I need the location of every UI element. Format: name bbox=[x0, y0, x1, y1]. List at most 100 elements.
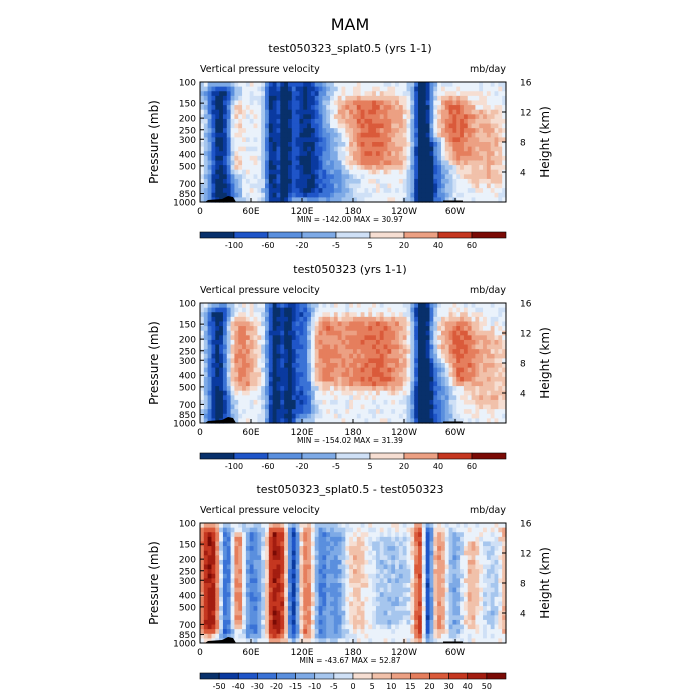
field-cell bbox=[238, 629, 243, 635]
field-cell bbox=[299, 523, 304, 529]
field-cell bbox=[207, 587, 213, 593]
field-cell bbox=[349, 353, 354, 359]
field-cell bbox=[284, 132, 289, 138]
field-cell bbox=[406, 132, 411, 138]
field-cell bbox=[307, 123, 312, 129]
field-cell bbox=[433, 367, 438, 373]
field-cell bbox=[211, 633, 216, 639]
field-cell bbox=[261, 564, 266, 570]
field-cell bbox=[383, 404, 389, 410]
field-cell bbox=[230, 615, 236, 621]
field-cell bbox=[372, 363, 377, 369]
field-cell bbox=[234, 395, 239, 401]
field-cell bbox=[395, 303, 400, 309]
field-cell bbox=[406, 95, 411, 102]
field-cell bbox=[418, 349, 423, 355]
field-cell bbox=[291, 344, 297, 350]
field-cell bbox=[207, 321, 213, 327]
field-cell bbox=[291, 82, 297, 88]
field-cell bbox=[207, 546, 213, 552]
field-cell bbox=[395, 335, 400, 341]
field-cell bbox=[268, 316, 274, 323]
field-cell bbox=[356, 303, 362, 309]
field-cell bbox=[425, 404, 431, 410]
field-cell bbox=[471, 326, 476, 332]
field-cell bbox=[490, 114, 496, 120]
field-cell bbox=[349, 95, 354, 102]
field-cell bbox=[226, 335, 232, 341]
field-cell bbox=[418, 344, 423, 350]
field-cell bbox=[421, 100, 427, 106]
field-cell bbox=[249, 95, 255, 102]
field-cell bbox=[333, 169, 339, 175]
field-cell bbox=[211, 160, 216, 166]
field-cell bbox=[471, 367, 476, 373]
field-cell bbox=[433, 321, 438, 327]
field-cell bbox=[372, 146, 377, 152]
field-cell bbox=[249, 349, 255, 355]
field-cell bbox=[219, 555, 224, 561]
field-cell bbox=[226, 174, 232, 180]
field-cell bbox=[276, 174, 281, 180]
field-cell bbox=[437, 91, 442, 97]
field-cell bbox=[242, 624, 247, 630]
field-cell bbox=[295, 316, 301, 323]
field-cell bbox=[299, 188, 304, 194]
field-cell bbox=[276, 349, 281, 355]
field-cell bbox=[200, 573, 205, 579]
field-cell bbox=[318, 142, 323, 148]
field-cell bbox=[257, 178, 262, 185]
field-cell bbox=[375, 376, 381, 383]
field-cell bbox=[265, 192, 270, 198]
field-cell bbox=[410, 91, 415, 97]
field-cell bbox=[372, 95, 377, 102]
field-cell bbox=[345, 178, 350, 185]
field-cell bbox=[230, 386, 236, 392]
field-cell bbox=[483, 160, 488, 166]
field-cell bbox=[360, 344, 366, 350]
field-cell bbox=[375, 174, 381, 180]
field-cell bbox=[433, 100, 438, 106]
field-cell bbox=[242, 109, 247, 115]
field-cell bbox=[486, 86, 492, 92]
field-cell bbox=[268, 105, 274, 111]
field-cell bbox=[200, 183, 205, 189]
field-cell bbox=[444, 395, 450, 401]
field-cell bbox=[234, 615, 239, 621]
field-cell bbox=[238, 395, 243, 401]
field-cell bbox=[291, 353, 297, 359]
colorbar-box bbox=[233, 231, 269, 239]
field-cell bbox=[337, 376, 343, 383]
field-cell bbox=[257, 390, 262, 396]
field-cell bbox=[307, 109, 312, 115]
field-cell bbox=[498, 188, 503, 194]
colorbar-label: -20 bbox=[295, 241, 308, 250]
field-cell bbox=[257, 363, 262, 369]
field-cell bbox=[284, 619, 289, 626]
field-cell bbox=[322, 128, 327, 134]
field-cell bbox=[207, 174, 213, 180]
field-cell bbox=[230, 82, 236, 88]
field-cell bbox=[249, 165, 255, 171]
field-cell bbox=[272, 155, 278, 162]
field-cell bbox=[280, 128, 285, 134]
field-cell bbox=[490, 349, 496, 355]
field-cell bbox=[463, 114, 469, 120]
field-cell bbox=[356, 376, 362, 383]
field-cell bbox=[395, 118, 400, 125]
field-cell bbox=[257, 123, 262, 129]
field-cell bbox=[414, 183, 419, 189]
field-cell bbox=[372, 358, 377, 364]
field-cell bbox=[200, 527, 205, 533]
field-cell bbox=[375, 353, 381, 359]
field-cell bbox=[398, 312, 404, 318]
field-cell bbox=[280, 376, 285, 383]
field-cell bbox=[284, 592, 289, 598]
field-cell bbox=[395, 123, 400, 129]
field-cell bbox=[291, 118, 297, 125]
field-cell bbox=[486, 372, 492, 378]
field-cell bbox=[230, 624, 236, 630]
field-cell bbox=[295, 326, 301, 332]
field-cell bbox=[398, 86, 404, 92]
field-cell bbox=[215, 160, 220, 166]
